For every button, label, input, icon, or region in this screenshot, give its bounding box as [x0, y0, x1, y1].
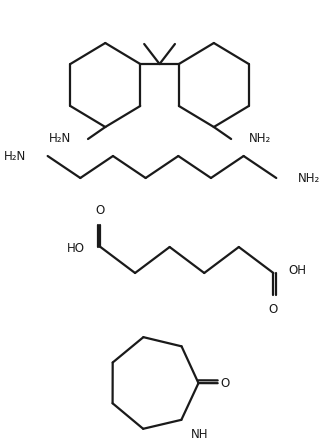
- Text: NH: NH: [191, 428, 208, 441]
- Text: HO: HO: [67, 243, 85, 255]
- Text: H₂N: H₂N: [4, 150, 26, 162]
- Text: OH: OH: [289, 264, 307, 278]
- Text: NH₂: NH₂: [248, 133, 271, 146]
- Text: O: O: [269, 303, 278, 316]
- Text: O: O: [221, 376, 230, 390]
- Text: H₂N: H₂N: [48, 133, 71, 146]
- Text: NH₂: NH₂: [297, 171, 320, 185]
- Text: O: O: [96, 204, 105, 217]
